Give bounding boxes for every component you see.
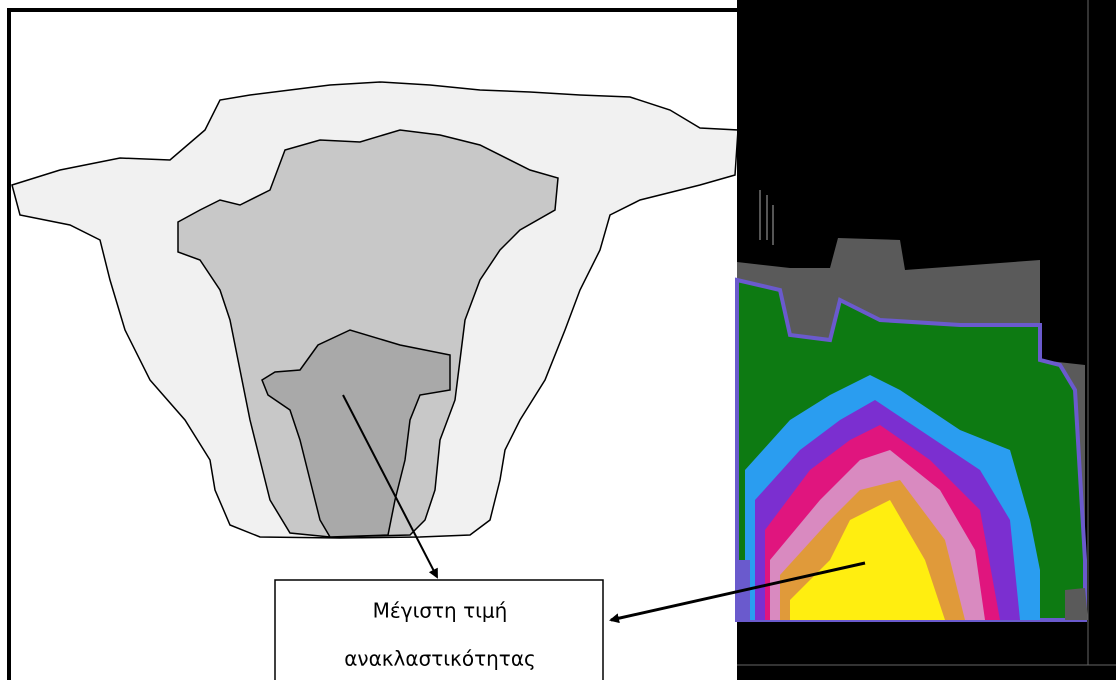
- label-line: ανακλαστικότητας: [344, 647, 536, 671]
- label-line: Μέγιστη τιμή: [373, 599, 508, 623]
- diagram: Μέγιστη τιμή ανακλαστικότητας: [0, 0, 1116, 680]
